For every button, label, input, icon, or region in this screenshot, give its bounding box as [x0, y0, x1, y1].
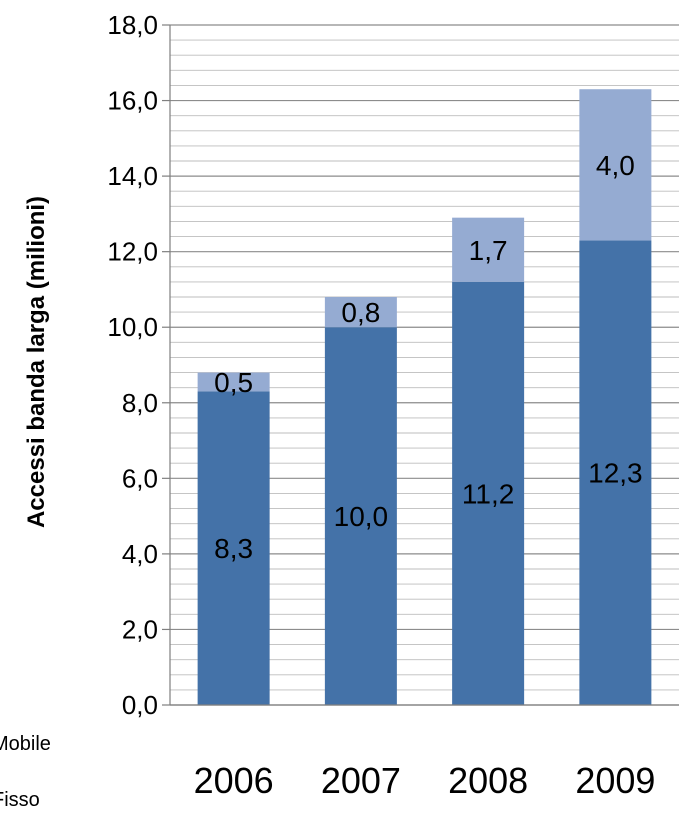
y-tick-label: 6,0	[122, 463, 158, 493]
bar-mobile-2009	[579, 89, 652, 241]
legend-label-fisso: Fisso	[0, 789, 40, 811]
bar-mobile-2006	[197, 372, 270, 392]
data-label-fisso-2008: 11,2	[462, 478, 514, 509]
x-tick-label: 2007	[321, 760, 401, 801]
data-label-fisso-2007: 10,0	[334, 501, 389, 532]
bar-fisso-2008	[452, 281, 525, 705]
data-label-mobile-2008: 1,7	[469, 235, 508, 266]
data-label-mobile-2009: 4,0	[596, 150, 635, 181]
bar-mobile-2007	[324, 297, 397, 328]
y-tick-label: 2,0	[122, 614, 158, 644]
data-label-fisso-2006: 8,3	[214, 533, 253, 564]
legend-label-mobile: Mobile	[0, 733, 51, 755]
x-tick-label: 2008	[448, 760, 528, 801]
bar-fisso-2006	[197, 391, 270, 705]
bar-fisso-2007	[324, 327, 397, 705]
bars	[197, 89, 652, 706]
axes: 0,0 2,0 4,0 6,0 8,0 10,0 12,0 14,0 16,0 18,0 2006 2…	[107, 10, 679, 801]
legend: Mobile Fisso	[0, 733, 51, 811]
y-tick-label: 14,0	[107, 161, 158, 191]
y-tick-label: 12,0	[107, 237, 158, 267]
y-axis-label: Accessi banda larga (milioni)	[23, 196, 50, 528]
bar-fisso-2009	[579, 240, 652, 706]
y-tick-label: 0,0	[122, 690, 158, 720]
y-tick-label: 18,0	[107, 10, 158, 40]
bar-mobile-2008	[452, 217, 525, 282]
x-tick-label: 2009	[575, 760, 655, 801]
y-tick-label: 8,0	[122, 388, 158, 418]
x-tick-label: 2006	[194, 760, 274, 801]
data-label-mobile-2006: 0,5	[214, 367, 253, 398]
data-labels: 8,3 0,5 10,0 0,8 11,2 1,7 12,3 4,0	[214, 150, 642, 564]
data-label-mobile-2007: 0,8	[341, 297, 380, 328]
y-tick-label: 10,0	[107, 312, 158, 342]
y-tick-label: 4,0	[122, 539, 158, 569]
y-tick-label: 16,0	[107, 86, 158, 116]
data-label-fisso-2009: 12,3	[588, 458, 643, 489]
